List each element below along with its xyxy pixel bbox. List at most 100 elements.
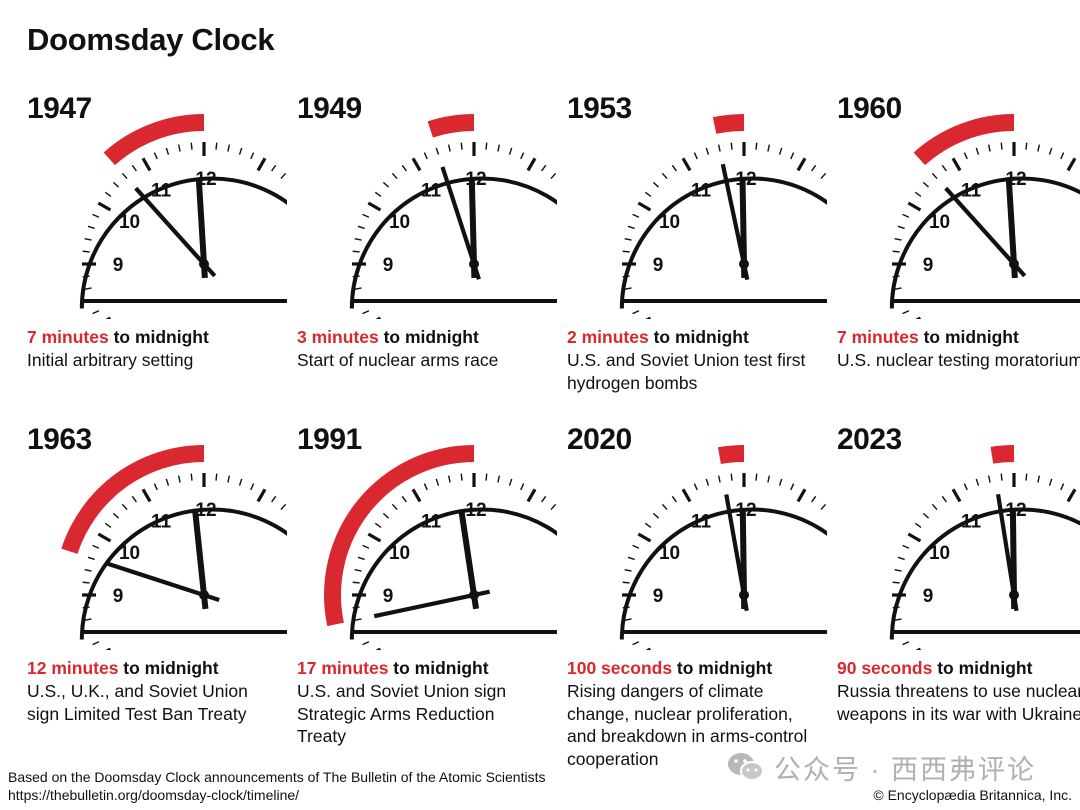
time-to-midnight: 7 minutes: [837, 327, 919, 347]
hour-numeral: 9: [923, 255, 934, 276]
panel-year: 1963: [27, 423, 92, 456]
minute-tick: [1048, 478, 1053, 486]
minute-tick: [215, 142, 218, 150]
minute-tick: [717, 475, 721, 483]
clock-outline: [79, 507, 287, 640]
time-to-midnight: 12 minutes: [27, 658, 119, 678]
time-remaining-arc: [990, 445, 1014, 464]
minute-tick: [352, 275, 360, 278]
clock-face: 9 10 11 12: [349, 114, 557, 319]
minute-tick: [460, 142, 463, 150]
minute-tick: [550, 172, 557, 180]
minute-tick: [238, 478, 243, 486]
clock-outline: [889, 507, 1080, 640]
minute-tick: [963, 483, 968, 491]
hour-tick: [637, 201, 652, 212]
minute-tick: [485, 473, 488, 481]
hour-numeral: 12: [195, 500, 216, 521]
hour-tick: [256, 157, 267, 172]
minute-tick: [894, 237, 902, 241]
minute-tick: [352, 250, 360, 253]
source-link[interactable]: https://thebulletin.org/doomsday-clock/t…: [8, 787, 300, 803]
hour-tick: [367, 201, 382, 212]
minute-tick: [357, 629, 365, 634]
minute-tick: [87, 629, 95, 634]
hour-tick: [637, 532, 652, 543]
minute-tick: [447, 475, 451, 483]
minute-tick: [922, 181, 930, 188]
minute-tick: [790, 483, 795, 491]
hour-tick: [951, 488, 962, 503]
minute-tick: [153, 483, 158, 491]
minute-tick: [92, 641, 100, 646]
minute-tick: [914, 191, 922, 197]
clock-graphic: 9 10 11 12: [889, 445, 1080, 650]
minute-tick: [82, 275, 90, 278]
hour-numeral: 12: [465, 169, 486, 190]
minute-tick: [1037, 475, 1041, 483]
minute-tick: [1048, 147, 1053, 155]
minute-tick: [820, 172, 827, 180]
minute-tick: [165, 147, 170, 155]
minute-tick: [177, 144, 181, 152]
minute-tick: [435, 147, 440, 155]
minute-tick: [82, 250, 90, 253]
minute-tick: [632, 641, 640, 646]
minute-tick: [652, 181, 660, 188]
clock-pivot: [1009, 590, 1019, 600]
minute-tick: [84, 568, 92, 572]
clock-outline: [349, 176, 557, 309]
clock-graphic: 9 10 11 12: [324, 445, 557, 650]
minute-tick: [778, 147, 783, 155]
minute-tick: [931, 172, 938, 180]
minute-tick: [632, 213, 640, 218]
hour-numeral: 9: [383, 255, 394, 276]
minute-tick: [362, 310, 370, 315]
hour-numeral: 10: [659, 212, 680, 233]
hour-tick: [367, 532, 382, 543]
panel-headline: 12 minutes to midnight: [27, 657, 287, 679]
hour-tick: [796, 157, 807, 172]
minute-tick: [435, 478, 440, 486]
time-remaining-arc: [61, 445, 204, 554]
hour-tick: [907, 532, 922, 543]
hour-numeral: 11: [151, 512, 172, 533]
clock-pivot: [469, 259, 479, 269]
minute-tick: [778, 478, 783, 486]
clock-panel-2020: 9 10 11 12 2020 100 seconds to midnight Ris…: [567, 420, 827, 769]
time-to-midnight: 3 minutes: [297, 327, 379, 347]
minute-tick: [401, 495, 407, 503]
time-remaining-arc: [717, 445, 744, 465]
panel-year: 1960: [837, 92, 902, 125]
minute-tick: [92, 544, 100, 549]
hour-tick: [105, 647, 112, 650]
minute-tick: [624, 618, 632, 622]
hour-numeral: 10: [929, 212, 950, 233]
minute-tick: [374, 191, 382, 197]
minute-tick: [497, 475, 501, 483]
time-remaining-arc: [712, 114, 744, 134]
minute-tick: [271, 495, 277, 503]
clock-graphic: 9 10 11 12: [349, 114, 557, 319]
minute-tick: [362, 641, 370, 646]
minute-tick: [894, 618, 902, 622]
minute-tick: [892, 606, 900, 609]
minute-tick: [987, 475, 991, 483]
hour-numeral: 11: [691, 512, 712, 533]
minute-tick: [280, 503, 287, 511]
page-title: Doomsday Clock: [27, 22, 275, 57]
minute-tick: [460, 473, 463, 481]
hour-tick: [375, 647, 382, 650]
minute-tick: [941, 164, 947, 172]
minute-tick: [112, 512, 120, 519]
clock-pivot: [199, 590, 209, 600]
hour-numeral: 9: [383, 586, 394, 607]
to-midnight-label: to midnight: [388, 658, 489, 678]
minute-tick: [82, 606, 90, 609]
clock-outline: [619, 507, 827, 640]
time-to-midnight: 2 minutes: [567, 327, 649, 347]
minute-tick: [87, 225, 95, 230]
panel-headline: 100 seconds to midnight: [567, 657, 827, 679]
minute-tick: [87, 556, 95, 561]
minute-tick: [391, 503, 398, 511]
